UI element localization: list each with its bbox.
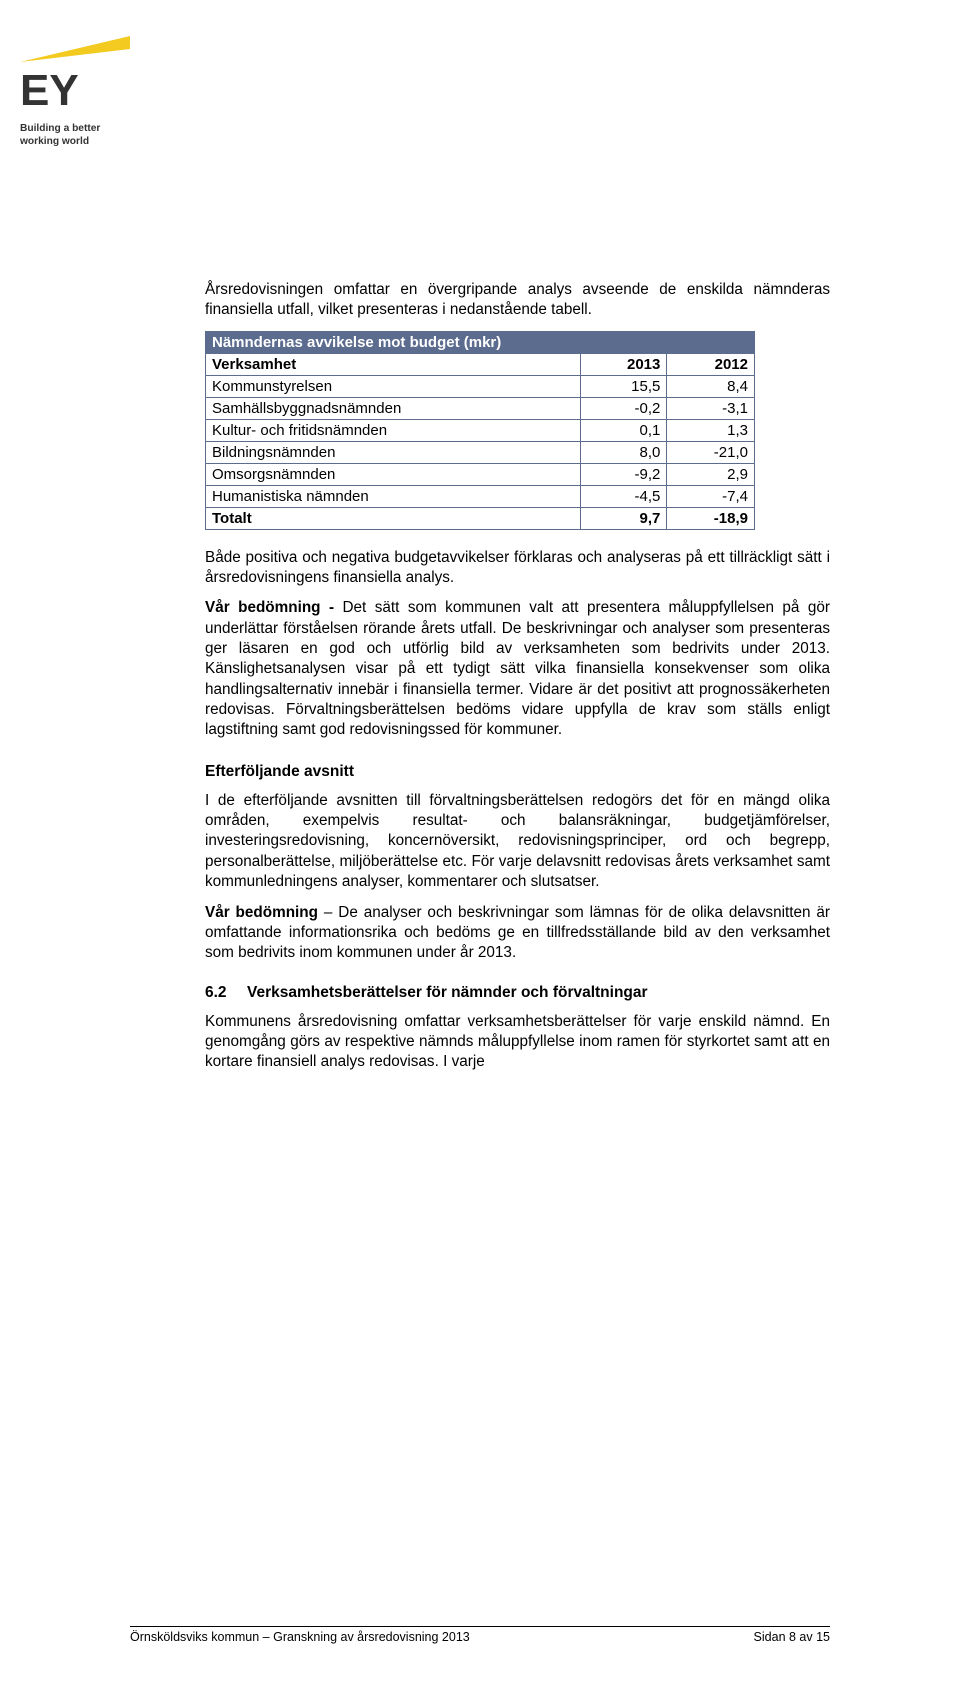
row-val-2013: -0,2: [581, 397, 667, 419]
row-label: Bildningsnämnden: [206, 441, 581, 463]
ey-logo: EY Building a better working world: [20, 36, 140, 149]
subsection-heading: 6.2Verksamhetsberättelser för nämnder oc…: [205, 984, 830, 1002]
row-val-2012: 1,3: [667, 419, 755, 441]
table-total-row: Totalt 9,7 -18,9: [206, 507, 755, 529]
row-label: Humanistiska nämnden: [206, 485, 581, 507]
subsection-title: Verksamhetsberättelser för nämnder och f…: [247, 984, 648, 1001]
col-header-2012: 2012: [667, 353, 755, 375]
table-row: Humanistiska nämnden -4,5 -7,4: [206, 485, 755, 507]
ey-wordmark: EY: [20, 69, 140, 113]
row-label: Kultur- och fritidsnämnden: [206, 419, 581, 441]
assessment-paragraph-1: Vår bedömning - Det sätt som kommunen va…: [205, 598, 830, 740]
assessment-paragraph-2: Vår bedömning – De analyser och beskrivn…: [205, 903, 830, 964]
ey-tagline: Building a better working world: [20, 123, 140, 149]
table-row: Bildningsnämnden 8,0 -21,0: [206, 441, 755, 463]
row-val-2012: -21,0: [667, 441, 755, 463]
tagline-line1: Building a better: [20, 123, 100, 134]
row-label: Omsorgsnämnden: [206, 463, 581, 485]
table-row: Omsorgsnämnden -9,2 2,9: [206, 463, 755, 485]
footer-left: Örnsköldsviks kommun – Granskning av års…: [130, 1630, 470, 1644]
document-body: Årsredovisningen omfattar en övergripand…: [0, 0, 960, 1073]
total-2013: 9,7: [581, 507, 667, 529]
intro-paragraph: Årsredovisningen omfattar en övergripand…: [205, 280, 830, 321]
page-footer: Örnsköldsviks kommun – Granskning av års…: [130, 1626, 830, 1644]
footer-right: Sidan 8 av 15: [754, 1630, 830, 1644]
tagline-line2: working world: [20, 136, 89, 147]
row-val-2013: -4,5: [581, 485, 667, 507]
col-header-2013: 2013: [581, 353, 667, 375]
row-val-2013: 8,0: [581, 441, 667, 463]
row-val-2012: 2,9: [667, 463, 755, 485]
after-table-paragraph: Både positiva och negativa budgetavvikel…: [205, 548, 830, 589]
row-label: Kommunstyrelsen: [206, 375, 581, 397]
col-header-verksamhet: Verksamhet: [206, 353, 581, 375]
row-val-2013: -9,2: [581, 463, 667, 485]
total-label: Totalt: [206, 507, 581, 529]
ey-beam-icon: [20, 36, 130, 62]
table-row: Kommunstyrelsen 15,5 8,4: [206, 375, 755, 397]
row-val-2012: -7,4: [667, 485, 755, 507]
row-label: Samhällsbyggnadsnämnden: [206, 397, 581, 419]
subsection-paragraph: Kommunens årsredovisning omfattar verksa…: [205, 1012, 830, 1073]
table-title: Nämndernas avvikelse mot budget (mkr): [206, 331, 755, 353]
assessment-2-bold: Vår bedömning: [205, 904, 324, 921]
section-heading: Efterföljande avsnitt: [205, 763, 830, 781]
row-val-2013: 0,1: [581, 419, 667, 441]
total-2012: -18,9: [667, 507, 755, 529]
row-val-2013: 15,5: [581, 375, 667, 397]
row-val-2012: -3,1: [667, 397, 755, 419]
table-row: Kultur- och fritidsnämnden 0,1 1,3: [206, 419, 755, 441]
section-paragraph: I de efterföljande avsnitten till förval…: [205, 791, 830, 893]
assessment-1-bold: Vår bedömning -: [205, 599, 343, 616]
budget-deviation-table: Nämndernas avvikelse mot budget (mkr) Ve…: [205, 331, 755, 530]
assessment-1-text: Det sätt som kommunen valt att presenter…: [205, 599, 830, 738]
table-row: Samhällsbyggnadsnämnden -0,2 -3,1: [206, 397, 755, 419]
subsection-number: 6.2: [205, 984, 247, 1002]
row-val-2012: 8,4: [667, 375, 755, 397]
